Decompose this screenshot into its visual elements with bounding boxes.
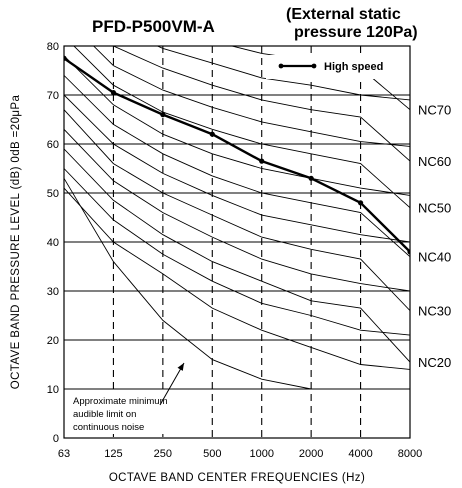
x-tick-63: 63	[58, 448, 70, 460]
nc-curve-0	[64, 187, 410, 370]
nc-curve-11	[156, 46, 410, 101]
chart-title: PFD-P500VM-A	[92, 17, 215, 36]
nc-curve-5	[64, 94, 410, 243]
x-tick-500: 500	[203, 448, 221, 460]
annotation-line-1: Approximate minimum	[73, 396, 168, 407]
nc-labels: NC20 NC30 NC40 NC50 NC60 NC70	[418, 103, 451, 370]
series-line-high-speed	[64, 57, 410, 253]
legend-label-high-speed: High speed	[324, 61, 383, 73]
series-point-8000	[407, 249, 410, 255]
label-nc60: NC60	[418, 154, 451, 169]
series-point-500	[209, 131, 215, 137]
y-axis-label: OCTAVE BAND PRESSURE LEVEL (dB) 0dB =20μ…	[10, 95, 22, 390]
plot-frame	[63, 45, 411, 439]
y-tick-60: 60	[47, 139, 59, 151]
series-point-125	[110, 89, 117, 96]
nc-curves	[64, 46, 410, 370]
x-tick-125: 125	[104, 448, 122, 460]
annotation: Approximate minimum audible limit on con…	[69, 362, 185, 434]
y-tick-30: 30	[47, 286, 59, 298]
nc-curve-nc50	[73, 46, 410, 209]
nc-curve-nc60	[112, 46, 410, 162]
series-point-250	[160, 112, 166, 118]
annotation-line-3: continuous noise	[73, 422, 144, 433]
y-tick-20: 20	[47, 335, 59, 347]
series-point-1000	[259, 158, 265, 164]
y-tick-0: 0	[53, 433, 59, 445]
y-tick-labels: 0 10 20 30 40 50 60 70 80	[47, 41, 59, 445]
label-nc70: NC70	[418, 103, 451, 118]
x-tick-2000: 2000	[299, 448, 323, 460]
x-tick-8000: 8000	[398, 448, 422, 460]
nc-curve-nc30	[64, 109, 410, 311]
y-tick-80: 80	[47, 41, 59, 53]
label-nc50: NC50	[418, 201, 451, 216]
series-point-4000	[357, 200, 364, 206]
nc-curve-9	[93, 46, 410, 147]
x-tick-labels: 63 125 250 500 1000 2000 4000 8000	[58, 448, 422, 460]
legend-marker-end	[311, 63, 317, 69]
x-tick-250: 250	[154, 448, 172, 460]
series-group	[64, 55, 410, 255]
label-nc20: NC20	[418, 355, 451, 370]
annotation-pointer	[159, 362, 185, 406]
x-tick-4000: 4000	[348, 448, 372, 460]
chart-subtitle-line-1: (External static	[286, 6, 401, 23]
label-nc30: NC30	[418, 304, 451, 319]
series-point-2000	[308, 175, 314, 181]
y-tick-50: 50	[47, 188, 59, 200]
chart-subtitle-line-2: pressure 120Pa)	[294, 24, 418, 41]
grid	[64, 46, 410, 438]
nc-curve-nc20	[64, 148, 410, 363]
y-tick-10: 10	[47, 384, 59, 396]
annotation-background	[69, 392, 181, 434]
nc-curve-3	[64, 128, 410, 292]
legend-marker-start	[278, 63, 284, 69]
nc-curve-1	[64, 168, 410, 336]
x-tick-1000: 1000	[249, 448, 273, 460]
series-point-63	[64, 55, 67, 61]
threshold-curve-group	[64, 178, 312, 390]
nc-curve-nc40	[64, 75, 410, 258]
nc-curve-7	[64, 55, 410, 196]
label-nc40: NC40	[418, 250, 451, 265]
x-axis-label: OCTAVE BAND CENTER FREQUENCIES (Hz)	[109, 472, 365, 484]
audible-limit-curve	[64, 178, 312, 390]
legend: High speed	[266, 55, 406, 79]
annotation-line-2: audible limit on	[73, 409, 136, 420]
y-tick-70: 70	[47, 90, 59, 102]
annotation-arrowhead	[177, 363, 184, 371]
y-tick-40: 40	[47, 237, 59, 249]
